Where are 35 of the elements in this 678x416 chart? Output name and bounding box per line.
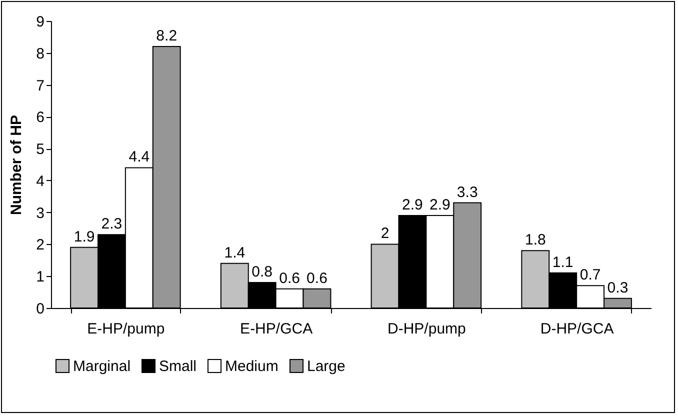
data-label: 1.1 (552, 254, 574, 271)
y-tick-label: 5 (36, 141, 44, 158)
y-tick-label: 4 (36, 172, 44, 190)
data-label: 1.4 (224, 244, 246, 262)
x-tick-label: D-HP/GCA (540, 320, 614, 338)
y-axis-title: Number of HP (8, 114, 26, 216)
y-tick-label: 8 (36, 45, 44, 62)
data-label: 0.8 (252, 263, 273, 280)
data-label: 3.3 (456, 184, 478, 201)
x-tick-label: E-HP/GCA (240, 320, 313, 338)
y-tick-label: 0 (36, 300, 44, 318)
data-label: 0.6 (306, 270, 328, 287)
legend-label: Medium (225, 358, 278, 375)
legend-label: Small (159, 358, 197, 375)
data-label: 0.6 (279, 270, 300, 287)
data-label: 2.3 (101, 216, 122, 233)
data-label: 0.3 (607, 279, 628, 296)
data-label: 2.9 (429, 196, 450, 214)
y-tick-label: 3 (36, 204, 44, 222)
legend-label: Large (307, 358, 346, 375)
x-tick-label: E-HP/pump (87, 320, 165, 338)
x-tick-label: D-HP/pump (388, 320, 466, 338)
data-label: 2 (380, 225, 390, 242)
y-tick-label: 1 (36, 268, 44, 286)
legend-label: Marginal (73, 358, 131, 375)
data-label: 1.9 (74, 228, 95, 246)
data-label: 8.2 (156, 28, 178, 45)
data-label: 1.8 (524, 232, 546, 249)
data-label: 2.9 (402, 196, 423, 214)
y-tick-label: 9 (36, 14, 44, 30)
data-label: 0.7 (580, 266, 601, 284)
y-tick-label: 6 (36, 109, 44, 126)
y-tick-label: 2 (36, 236, 44, 254)
data-label: 4.4 (128, 148, 150, 166)
y-tick-label: 7 (36, 77, 44, 94)
